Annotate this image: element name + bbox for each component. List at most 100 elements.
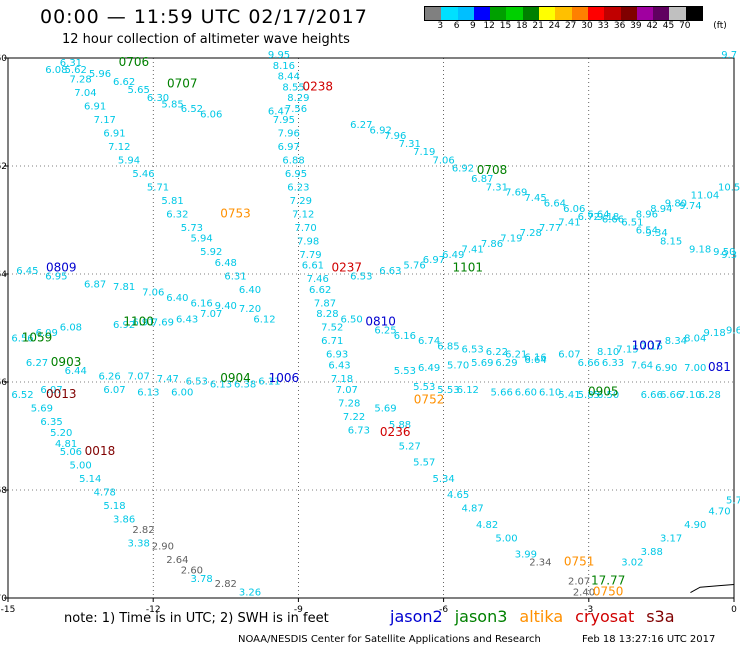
wave-height-label: 8.96 [636,209,658,220]
legend-tick-label: 18 [516,21,528,31]
satellite-legend-jason2: jason2 [390,607,443,626]
wave-height-label: 6.44 [65,366,87,377]
legend-tick-label: 6 [453,21,460,31]
pass-time-label: 0751 [564,555,595,569]
wave-height-label: 6.66 [602,215,624,226]
wave-height-label: 6.50 [341,315,363,326]
satellite-legend-jason3: jason3 [454,607,508,626]
wave-height-label: 8.28 [316,309,338,320]
wave-height-label: 6.52 [181,104,203,115]
wave-height-label: 7.87 [314,298,336,309]
wave-height-label-low: 2.60 [181,566,203,577]
wave-height-label: 9.34 [645,228,667,239]
wave-height-label: 7.31 [486,182,508,193]
wave-height-label: 5.20 [50,428,72,439]
wave-height-label: 5.34 [432,474,454,485]
wave-height-label: 7.70 [295,223,317,234]
legend-tick-label: 36 [613,21,626,31]
wave-height-label: 6.12 [253,315,275,326]
wave-height-label: 9.80 [665,199,687,210]
wave-height-label: 7.31 [399,139,421,150]
wave-height-label: 3.17 [660,533,682,544]
pass-time-label: 1059 [22,331,53,345]
legend-tick-label: 9 [470,21,476,31]
wave-height-label: 5.94 [190,234,212,245]
wave-height-label: 6.53 [462,344,484,355]
wave-height-label: 5.73 [181,223,203,234]
wave-height-label: 5.70 [447,361,469,372]
wave-height-label: 5.53 [413,382,435,393]
legend-swatch [441,7,458,20]
wave-height-label: 6.49 [442,250,464,261]
wave-height-label: 9.74 [679,201,701,212]
wave-height-label: 8.94 [650,204,672,215]
wave-height-label: 6.60 [515,388,537,399]
legend-tick-label: 24 [548,21,561,31]
wave-height-label: 3.02 [621,558,643,569]
wave-height-label: 6.33 [602,358,624,369]
pass-time-label: 1101 [453,260,484,274]
legend-swatch [587,7,605,20]
wave-height-label: 6.92 [113,320,135,331]
wave-height-label: 6.27 [26,358,48,369]
wave-height-label: 5.96 [89,69,111,80]
wave-height-label: 6.30 [147,93,169,104]
wave-height-label: 6.07 [40,385,62,396]
wave-height-label: 5.27 [399,442,421,453]
wave-height-label: 6.40 [166,293,188,304]
legend-swatch [555,7,572,20]
satellite-legend-altika: altika [519,607,564,626]
wave-height-label: 6.12 [457,385,479,396]
legend-tick-label: 12 [483,21,495,31]
wave-height-label: 7.07 [128,371,150,382]
pass-time-label: 0753 [220,206,251,220]
x-tick-label: -9 [294,605,303,615]
pass-time-label: 0750 [593,584,624,598]
wave-height-label: 6.64 [524,355,546,366]
wave-height-label: 7.56 [285,104,307,115]
wave-height-label: 7.00 [684,363,706,374]
wave-height-label: 7.46 [307,274,329,285]
wave-height-label: 5.69 [374,404,396,415]
wave-height-label: 5.18 [103,501,125,512]
wave-height-label: 5.88 [389,420,411,431]
wave-height-label: 6.91 [132,317,154,328]
wave-height-label: 6.22 [486,347,508,358]
wave-height-label: 6.29 [495,358,517,369]
pass-time-label: 0237 [332,260,363,274]
wave-height-label: 7.17 [94,115,116,126]
wave-height-label: 7.86 [481,239,503,250]
legend-tick-label: 33 [597,21,610,31]
map-subtitle: 12 hour collection of altimeter wave hei… [62,32,350,47]
wave-height-label: 7.22 [343,412,365,423]
wave-height-label: 3.99 [515,550,537,561]
wave-height-label: 3.86 [113,514,135,525]
wave-height-label: 9.7 [721,50,737,61]
wave-height-label: 4.82 [476,520,498,531]
wave-height-label: 6.53 [350,271,372,282]
wave-height-label: 7.98 [297,236,319,247]
y-tick-label: -70 [0,594,7,604]
wave-height-label: 6.95 [285,169,307,180]
wave-height-label: 7.96 [278,128,300,139]
map-frame [7,57,735,599]
wave-height-label: 8.55 [282,82,304,93]
wave-height-label: 3.38 [128,539,150,550]
y-tick-label: -60 [0,54,7,64]
wave-height-label: 7.15 [616,344,638,355]
pass-time-label: 17.77 [591,574,625,588]
wave-height-label-low: 2.82 [132,525,154,536]
wave-height-label: 6.00 [171,388,193,399]
wave-height-label: 6.43 [328,361,350,372]
y-tick-label: -62 [0,162,7,172]
pass-time-label: 0708 [477,163,508,177]
legend-tick-label: 70 [679,21,691,31]
wave-height-label: 5.69 [471,358,493,369]
wave-height-label: 6.16 [524,352,546,363]
wave-height-label: 5.00 [495,533,517,544]
wave-height-label: 6.97 [423,255,445,266]
legend-tick-label: 27 [564,21,577,31]
wave-height-label-low: 2.40 [573,587,595,598]
wave-height-label: 8.04 [684,334,706,345]
wave-height-label: 6.48 [215,258,237,269]
